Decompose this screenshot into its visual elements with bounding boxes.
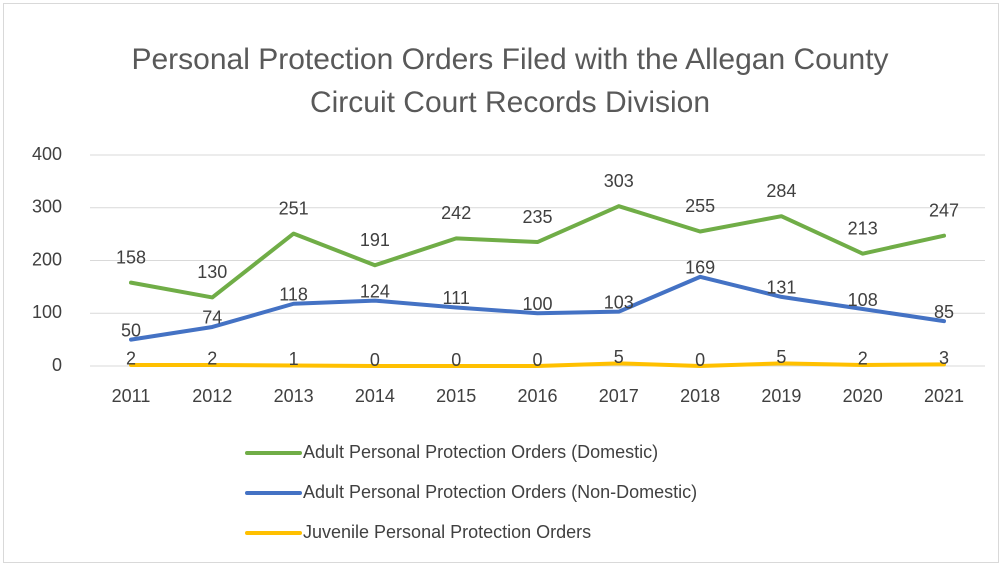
x-tick-label: 2019: [761, 386, 801, 406]
data-label: 3: [939, 348, 949, 368]
data-label: 74: [202, 308, 222, 328]
data-label: 251: [279, 198, 309, 218]
data-label: 85: [934, 302, 954, 322]
data-label: 242: [441, 203, 471, 223]
chart-border: [3, 3, 999, 563]
data-label: 303: [604, 171, 634, 191]
data-label: 1: [289, 349, 299, 369]
data-label: 108: [848, 290, 878, 310]
x-tick-label: 2020: [843, 386, 883, 406]
x-tick-label: 2018: [680, 386, 720, 406]
data-label: 169: [685, 258, 715, 278]
data-label: 5: [776, 347, 786, 367]
data-label: 50: [121, 320, 141, 340]
data-label: 118: [279, 285, 308, 305]
data-label: 0: [370, 350, 380, 370]
legend-label: Adult Personal Protection Orders (Non-Do…: [303, 482, 697, 502]
x-tick-label: 2015: [436, 386, 476, 406]
data-label: 131: [766, 278, 796, 298]
y-tick-label: 400: [32, 144, 62, 164]
x-tick-label: 2014: [355, 386, 395, 406]
data-label: 284: [766, 181, 796, 201]
data-label: 0: [451, 350, 461, 370]
data-label: 0: [695, 350, 705, 370]
series-line: [129, 274, 946, 342]
data-label: 0: [532, 350, 542, 370]
series-line: [129, 361, 946, 368]
chart-title: Personal Protection Orders Filed with th…: [131, 43, 889, 119]
legend-label: Juvenile Personal Protection Orders: [303, 522, 591, 542]
x-tick-label: 2012: [192, 386, 232, 406]
y-tick-label: 200: [32, 249, 62, 269]
data-label: 213: [848, 218, 878, 238]
data-label: 158: [116, 247, 146, 267]
data-label: 2: [207, 349, 217, 369]
data-label: 100: [522, 294, 552, 314]
data-label: 255: [685, 196, 715, 216]
x-tick-label: 2011: [112, 386, 151, 406]
y-tick-label: 0: [52, 355, 62, 375]
y-tick-label: 300: [32, 197, 62, 217]
data-label: 111: [443, 288, 470, 308]
data-label: 103: [604, 292, 634, 312]
data-label: 5: [614, 347, 624, 367]
data-label: 235: [522, 207, 552, 227]
x-tick-label: 2016: [517, 386, 557, 406]
x-tick-label: 2013: [274, 386, 314, 406]
data-label: 130: [197, 262, 227, 282]
data-label: 191: [360, 230, 390, 250]
data-label: 2: [858, 349, 868, 369]
y-tick-label: 100: [32, 302, 62, 322]
data-label: 2: [126, 349, 136, 369]
data-label: 247: [929, 200, 959, 220]
x-tick-label: 2021: [924, 386, 964, 406]
x-tick-label: 2017: [599, 386, 639, 406]
legend-label: Adult Personal Protection Orders (Domest…: [303, 442, 658, 462]
series-line: [129, 204, 946, 300]
data-label: 124: [360, 281, 390, 301]
